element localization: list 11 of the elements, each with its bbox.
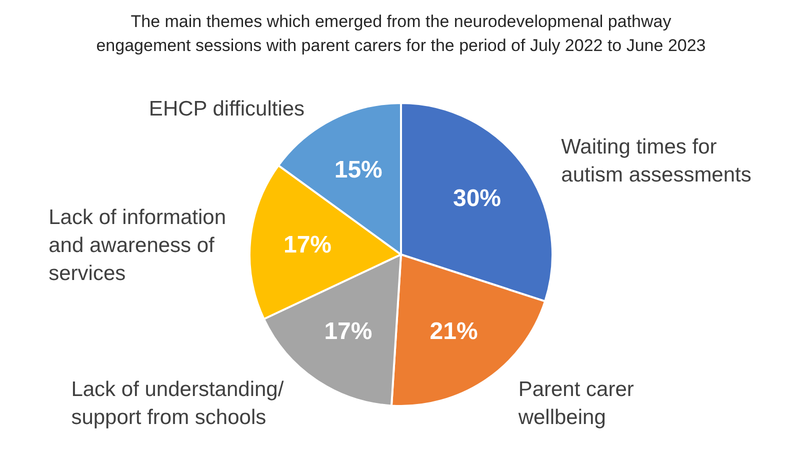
slice-label: EHCP difficulties: [148, 97, 305, 120]
data-label: 15%: [334, 156, 382, 184]
chart-title: The main themes which emerged from the neurodevelopmenal pathway engagement sessions with parent carers for the period of July 2022 to June 2023: [95, 11, 707, 57]
slice-label: Waiting times for autism assessments: [561, 135, 752, 186]
data-label: 21%: [430, 318, 478, 345]
data-label: 17%: [283, 231, 332, 258]
slice-label: Parent carer wellbeing: [517, 378, 634, 430]
slice-label: Lack of understanding/ support from schools: [71, 378, 284, 430]
data-label: 17%: [324, 318, 372, 345]
data-label: 30%: [452, 184, 502, 212]
slice-label: Lack of information and awareness of services: [48, 206, 226, 286]
